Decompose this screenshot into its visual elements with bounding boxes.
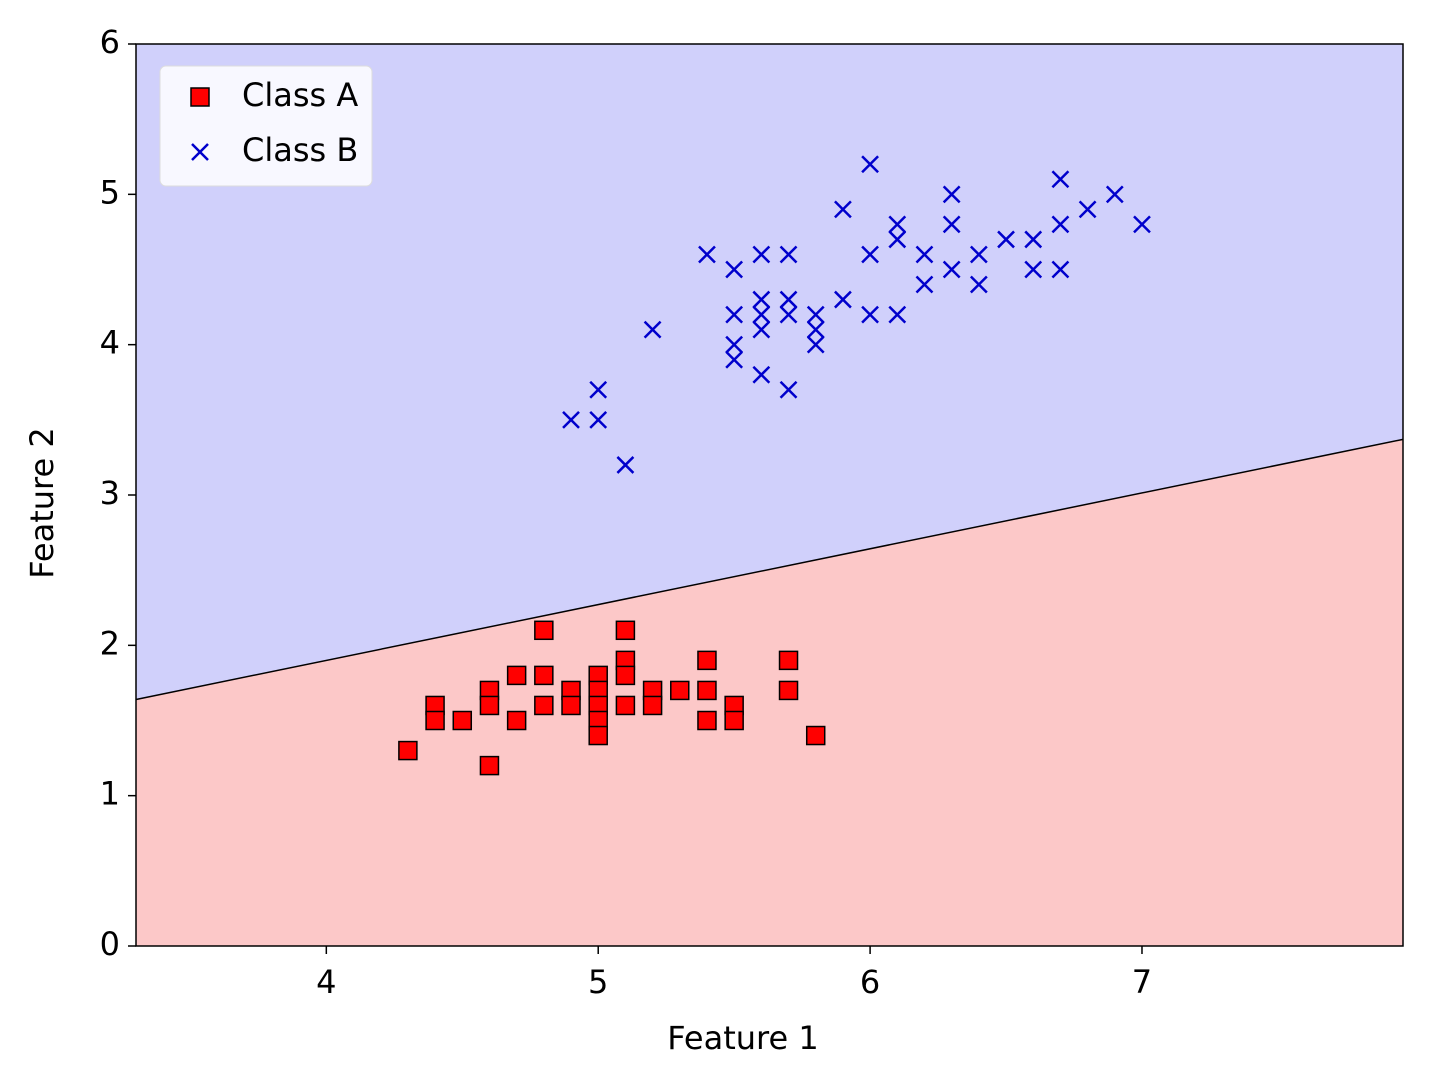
marker-x xyxy=(562,410,580,429)
marker-x xyxy=(589,410,608,429)
marker-x xyxy=(616,456,635,474)
marker-x xyxy=(779,290,798,309)
marker-x xyxy=(861,305,879,324)
x-tick-label: 4 xyxy=(316,963,336,1001)
y-tick-label: 0 xyxy=(100,925,120,963)
marker-x xyxy=(834,200,852,219)
marker-x xyxy=(779,305,798,324)
marker-square xyxy=(561,695,581,716)
marker-x xyxy=(806,305,825,324)
marker-square xyxy=(534,665,554,686)
marker-x xyxy=(725,305,744,324)
marker-square xyxy=(534,695,554,716)
marker-x xyxy=(997,230,1015,249)
marker-square xyxy=(588,725,608,746)
legend-marker xyxy=(191,143,209,161)
marker-x xyxy=(969,275,988,294)
legend-label: Class A xyxy=(242,76,358,114)
marker-square xyxy=(452,710,473,731)
marker-x xyxy=(779,245,798,264)
marker-x xyxy=(1051,260,1070,279)
marker-x xyxy=(752,245,771,264)
marker-square xyxy=(506,710,527,731)
marker-x xyxy=(1024,230,1043,249)
marker-x xyxy=(752,305,771,324)
marker-x xyxy=(806,335,825,354)
marker-square xyxy=(479,755,500,776)
marker-x xyxy=(1051,215,1070,234)
marker-square xyxy=(724,710,744,731)
marker-x xyxy=(779,380,798,399)
marker-x xyxy=(861,155,879,174)
marker-square xyxy=(697,680,717,701)
marker-x xyxy=(698,245,716,264)
x-tick-label: 7 xyxy=(1132,963,1152,1001)
y-tick-label: 4 xyxy=(100,324,120,362)
marker-x xyxy=(1051,170,1070,189)
marker-x xyxy=(861,245,879,264)
legend-marker xyxy=(190,87,210,107)
marker-x xyxy=(915,245,934,264)
marker-square xyxy=(479,695,500,716)
legend-label: Class B xyxy=(242,131,358,169)
marker-x xyxy=(752,290,771,309)
marker-x xyxy=(1133,215,1151,234)
marker-x xyxy=(969,245,988,264)
marker-square xyxy=(615,620,636,641)
marker-square xyxy=(615,665,636,686)
plot-frame xyxy=(135,43,1404,947)
y-tick-label: 3 xyxy=(100,474,120,512)
y-tick-label: 6 xyxy=(100,23,120,61)
marker-x xyxy=(752,320,771,339)
marker-square xyxy=(778,650,799,671)
marker-square xyxy=(697,650,717,671)
marker-x xyxy=(1024,260,1043,279)
decision-boundary xyxy=(135,438,1404,701)
marker-square xyxy=(398,740,418,761)
marker-x xyxy=(888,230,907,249)
marker-square xyxy=(670,680,690,701)
marker-x xyxy=(888,305,907,324)
marker-x xyxy=(888,215,907,234)
x-tick-label: 6 xyxy=(860,963,880,1001)
y-tick-label: 2 xyxy=(100,624,120,662)
y-axis-label: Feature 2 xyxy=(23,427,61,578)
x-tick-label: 5 xyxy=(588,963,608,1001)
marker-square xyxy=(534,620,554,641)
marker-x xyxy=(942,260,961,279)
y-tick-label: 5 xyxy=(100,173,120,211)
marker-x xyxy=(915,275,934,294)
marker-x xyxy=(752,365,771,384)
marker-square xyxy=(805,725,826,746)
marker-x xyxy=(1078,200,1097,219)
marker-square xyxy=(642,695,663,716)
legend-box xyxy=(159,65,373,187)
y-tick-label: 1 xyxy=(100,775,120,813)
marker-square xyxy=(697,710,717,731)
marker-x xyxy=(806,320,825,339)
marker-x xyxy=(589,380,608,399)
x-axis-label: Feature 1 xyxy=(667,1019,818,1057)
marker-square xyxy=(615,695,636,716)
marker-x xyxy=(643,320,662,339)
region-below xyxy=(136,439,1403,946)
marker-x xyxy=(942,185,961,204)
marker-x xyxy=(942,215,961,234)
marker-square xyxy=(425,710,445,731)
marker-square xyxy=(506,665,527,686)
marker-x xyxy=(725,335,744,354)
marker-square xyxy=(778,680,799,701)
marker-x xyxy=(834,290,852,309)
marker-x xyxy=(725,260,744,279)
marker-x xyxy=(1105,185,1124,204)
marker-x xyxy=(725,350,744,369)
